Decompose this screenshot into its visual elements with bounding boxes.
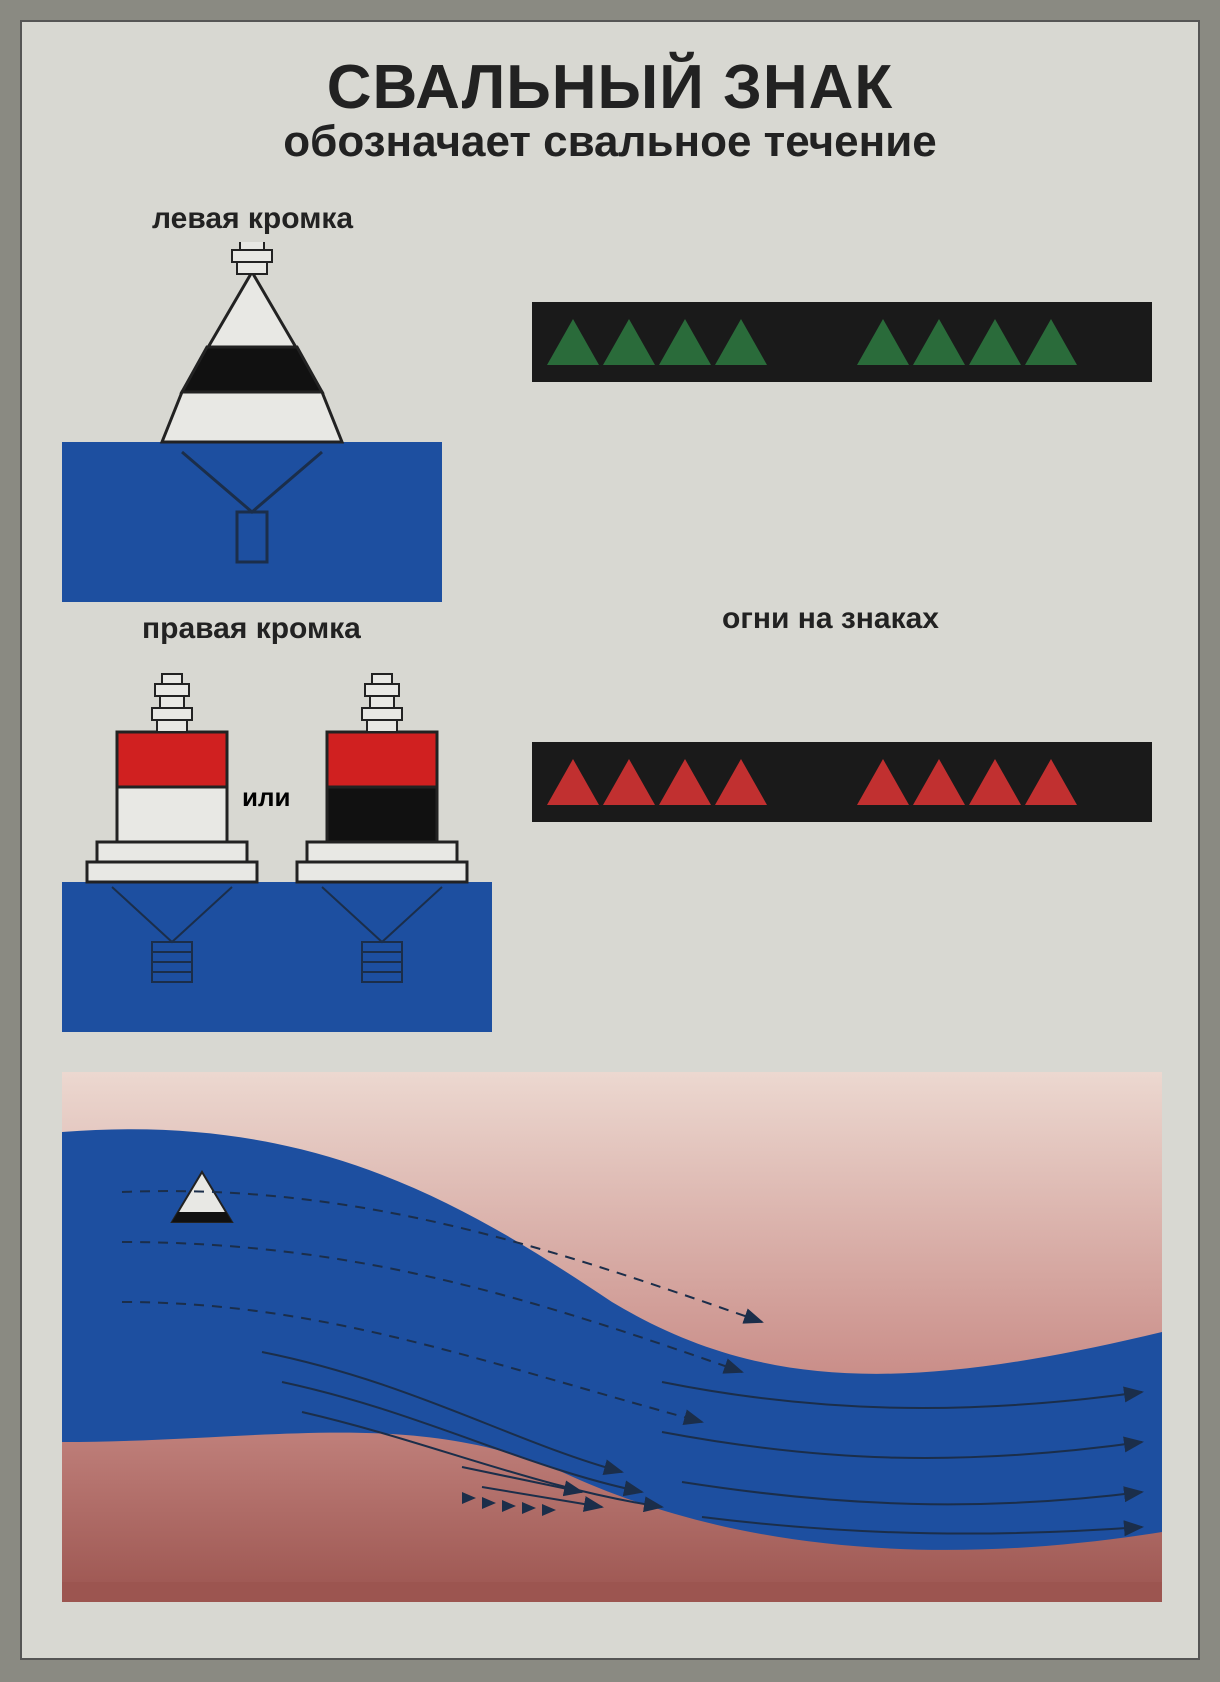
light-triangle-icon: [913, 319, 965, 365]
light-triangle-icon: [547, 319, 599, 365]
light-triangle-icon: [547, 759, 599, 805]
light-triangle-icon: [969, 319, 1021, 365]
label-left-edge: левая кромка: [152, 202, 353, 236]
left-buoy-diagram: [62, 242, 462, 602]
light-triangle-icon: [659, 759, 711, 805]
poster: СВАЛЬНЫЙ ЗНАК обозначает свальное течени…: [20, 20, 1200, 1660]
light-strip-green: [532, 302, 1152, 382]
light-triangle-icon: [913, 759, 965, 805]
light-strip-red: [532, 742, 1152, 822]
river-diagram: [62, 1072, 1162, 1602]
light-triangle-icon: [857, 759, 909, 805]
light-triangle-icon: [857, 319, 909, 365]
light-triangle-icon: [659, 319, 711, 365]
subtitle: обозначает свальное течение: [62, 117, 1158, 167]
label-right-edge: правая кромка: [142, 612, 361, 646]
right-buoy-diagram: [62, 652, 492, 1032]
light-triangle-icon: [969, 759, 1021, 805]
title: СВАЛЬНЫЙ ЗНАК: [62, 52, 1158, 123]
light-triangle-icon: [715, 319, 767, 365]
light-triangle-icon: [603, 759, 655, 805]
light-triangle-icon: [1025, 319, 1077, 365]
light-triangle-icon: [1025, 759, 1077, 805]
light-triangle-icon: [603, 319, 655, 365]
label-lights: огни на знаках: [722, 602, 939, 636]
light-triangle-icon: [715, 759, 767, 805]
